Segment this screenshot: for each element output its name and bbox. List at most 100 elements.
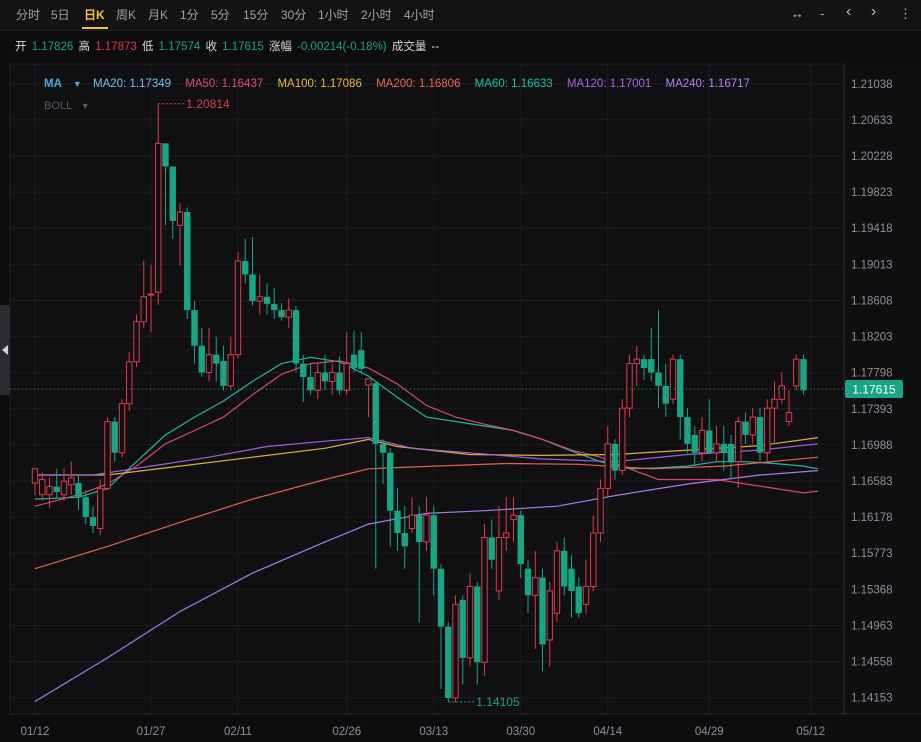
y-tick-label: 1.16178 [851,512,893,524]
candle-body-up [256,296,263,302]
y-tick-label: 1.14963 [851,620,893,632]
candle-body-down [611,443,619,471]
candle-body-up [582,585,590,605]
more-icon[interactable]: ⋮ [899,6,912,21]
candle-body-up [314,372,321,391]
candle-body-up [227,354,234,387]
candle-body-up [452,603,459,699]
boll-dropdown-icon[interactable]: ▼ [80,101,90,111]
candle-body-down [445,626,452,698]
period-tab-2hour[interactable]: 2小时 [361,8,392,22]
candle-body-down [727,443,735,462]
candle-body-down [648,359,655,373]
boll-legend[interactable]: BOLL ▼ [44,100,90,112]
candle-body-up [343,363,350,391]
period-tab-monthly[interactable]: 月K [148,8,169,22]
y-tick-label: 1.17393 [851,404,893,416]
candle-body-up [546,590,553,641]
period-tab-weekly[interactable]: 周K [116,8,137,22]
active-tab-indicator [82,27,108,29]
candle-body-down [662,385,669,404]
period-tab-5min[interactable]: 5分 [211,8,230,22]
period-tab-15min[interactable]: 15分 [243,8,269,22]
x-tick-label: 04/14 [593,726,622,738]
volume-value: -- [431,41,440,53]
candle-body-down [242,261,249,275]
low-label: 低 [141,41,154,53]
period-tab-1min[interactable]: 1分 [180,8,199,22]
candle-body-up [365,378,372,386]
candle-body-down [220,360,227,386]
ma-line-ma20 [34,356,819,500]
candle-body-up [495,536,503,592]
close-value: 1.17615 [222,41,264,53]
candle-body-down [53,486,60,492]
x-tick-label: 01/27 [137,726,166,738]
ma100-legend: MA100: 1.17086 [277,78,362,90]
candle-body-up [60,480,68,496]
change-label: 涨幅 [268,41,292,53]
candle-body-down [394,510,401,533]
candle-body-down [89,516,97,526]
ma-dropdown-icon[interactable]: ▼ [72,79,82,89]
high-value: 1.17873 [95,41,137,53]
candle-body-up [466,585,474,659]
candle-body-down [684,417,691,444]
candle-body-down [75,483,82,498]
candle-body-down [539,577,546,645]
y-tick-label: 1.15368 [851,584,893,596]
candle-body-down [575,586,582,614]
y-tick-label: 1.14153 [851,693,893,705]
ma-legend: MA ▼ MA20: 1.17349 MA50: 1.16437 MA100: 1… [44,78,761,90]
candle-body-up [785,412,793,423]
period-toolbar: 分时 5日 日K 周K 月K 1分 5分 15分 30分 1小时 2小时 4小时… [0,0,921,31]
candle-body-down [358,350,365,369]
candle-body-down [184,212,191,311]
candle-body-down [249,274,256,302]
candle-body-down [263,296,271,304]
period-tab-4hour[interactable]: 4小时 [404,8,435,22]
candle-body-up [532,577,539,596]
prev-icon[interactable]: ‹ [846,3,852,20]
period-tab-timeshare[interactable]: 分时 [16,8,41,22]
open-value: 1.17826 [31,41,74,53]
candle-body-down [517,515,524,565]
candle-body-down [300,363,307,377]
last-price-label: 1.17615 [852,383,896,397]
period-tab-30min[interactable]: 30分 [281,8,307,22]
candle-body-up [104,421,111,489]
period-tab-5day[interactable]: 5日 [51,8,70,22]
ma-legend-title[interactable]: MA [44,78,62,90]
candle-body-up [771,398,778,409]
minimize-icon[interactable]: - [820,6,825,21]
next-icon[interactable]: › [871,3,877,20]
candle-body-up [510,514,517,521]
candle-body-down [640,359,648,369]
candle-body-up [31,468,39,484]
y-tick-label: 1.19418 [851,223,893,235]
x-tick-label: 03/13 [419,726,448,738]
candle-body-down [756,417,764,453]
fullscreen-icon[interactable]: ↔ [791,6,804,21]
candle-body-up [698,429,706,454]
candle-body-up [619,407,626,472]
min-price-label: 1.14105 [476,695,520,709]
candle-body-down [677,359,684,418]
candle-body-down [213,354,220,364]
period-tab-daily[interactable]: 日K [84,8,105,22]
y-tick-label: 1.20228 [851,151,893,163]
collapse-panel-handle[interactable] [0,305,10,395]
candle-body-up [764,407,771,454]
candle-body-up [597,487,604,534]
x-tick-label: 02/11 [224,726,252,738]
ma-line-ma120 [35,436,819,476]
candle-body-up [176,211,184,226]
open-label: 开 [15,41,27,53]
ma-line-ma50 [34,360,819,507]
candle-body-up [147,293,155,296]
candle-body-up [234,260,242,356]
period-tab-1hour[interactable]: 1小时 [318,8,349,22]
candle-body-up [749,416,756,436]
boll-label: BOLL [44,100,72,112]
